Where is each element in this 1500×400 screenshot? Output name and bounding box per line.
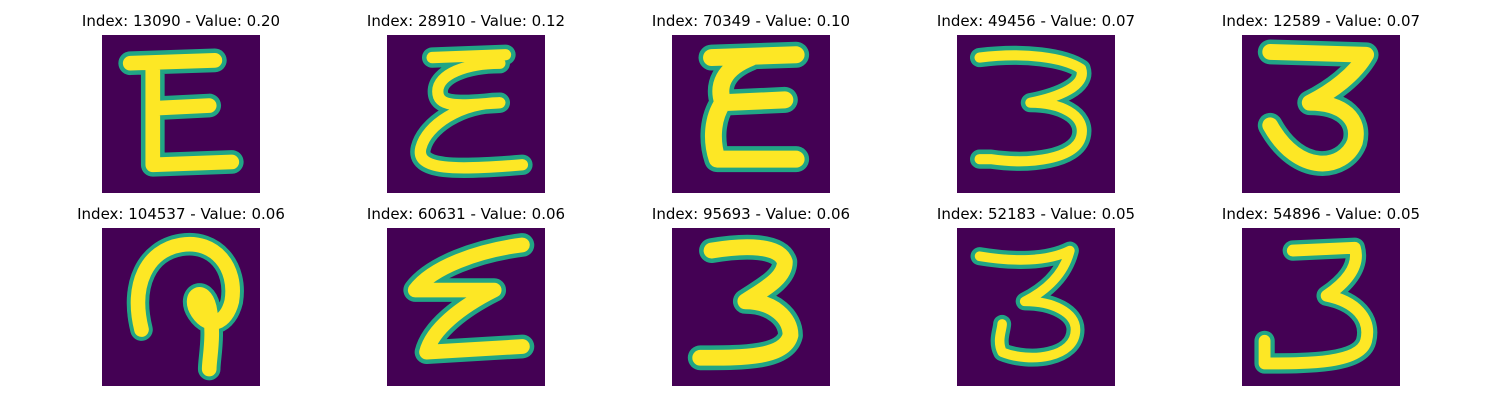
panel-title: Index: 104537 - Value: 0.06 [77,205,285,223]
digit-image [957,35,1115,193]
panel-9: Index: 52183 - Value: 0.05 [894,204,1178,386]
panel-title: Index: 13090 - Value: 0.20 [81,12,281,30]
digit-image [387,35,545,193]
panel-2: Index: 28910 - Value: 0.12 [324,11,608,193]
digit-image [387,228,545,386]
panel-6: Index: 104537 - Value: 0.06 [39,204,323,386]
panel-title: Index: 49456 - Value: 0.07 [936,12,1136,30]
panel-7: Index: 60631 - Value: 0.06 [324,204,608,386]
glyph-e [118,48,244,177]
glyph-epsilon-slant [403,233,535,364]
panel-4: Index: 49456 - Value: 0.07 [894,11,1178,193]
digit-image [672,228,830,386]
panel-title: Index: 54896 - Value: 0.05 [1221,205,1421,223]
glyph-3-thin [970,241,1085,367]
glyph-loop-hook [126,232,244,381]
panel-1: Index: 13090 - Value: 0.20 [39,11,323,193]
glyph-3-bold [1257,39,1379,176]
panel-3: Index: 70349 - Value: 0.10 [609,11,893,193]
glyph-3-wide [969,45,1092,171]
digit-image [102,228,260,386]
panel-title: Index: 28910 - Value: 0.12 [366,12,566,30]
panel-title: Index: 52183 - Value: 0.05 [936,205,1136,223]
digit-image [102,35,260,193]
glyph-epsilon-loop [410,44,533,179]
digit-image [957,228,1115,386]
panel-10: Index: 54896 - Value: 0.05 [1179,204,1463,386]
digit-image [1242,35,1400,193]
glyph-3-thick [687,234,803,371]
panel-title: Index: 12589 - Value: 0.07 [1221,12,1421,30]
digit-image [672,35,830,193]
panel-title: Index: 60631 - Value: 0.06 [366,205,566,223]
panel-title: Index: 95693 - Value: 0.06 [651,205,851,223]
glyph-epsilon-bold [698,41,810,173]
panel-8: Index: 95693 - Value: 0.06 [609,204,893,386]
glyph-3-reverse-j [1254,237,1378,374]
digit-image [1242,228,1400,386]
panel-title: Index: 70349 - Value: 0.10 [651,12,851,30]
panel-5: Index: 12589 - Value: 0.07 [1179,11,1463,193]
